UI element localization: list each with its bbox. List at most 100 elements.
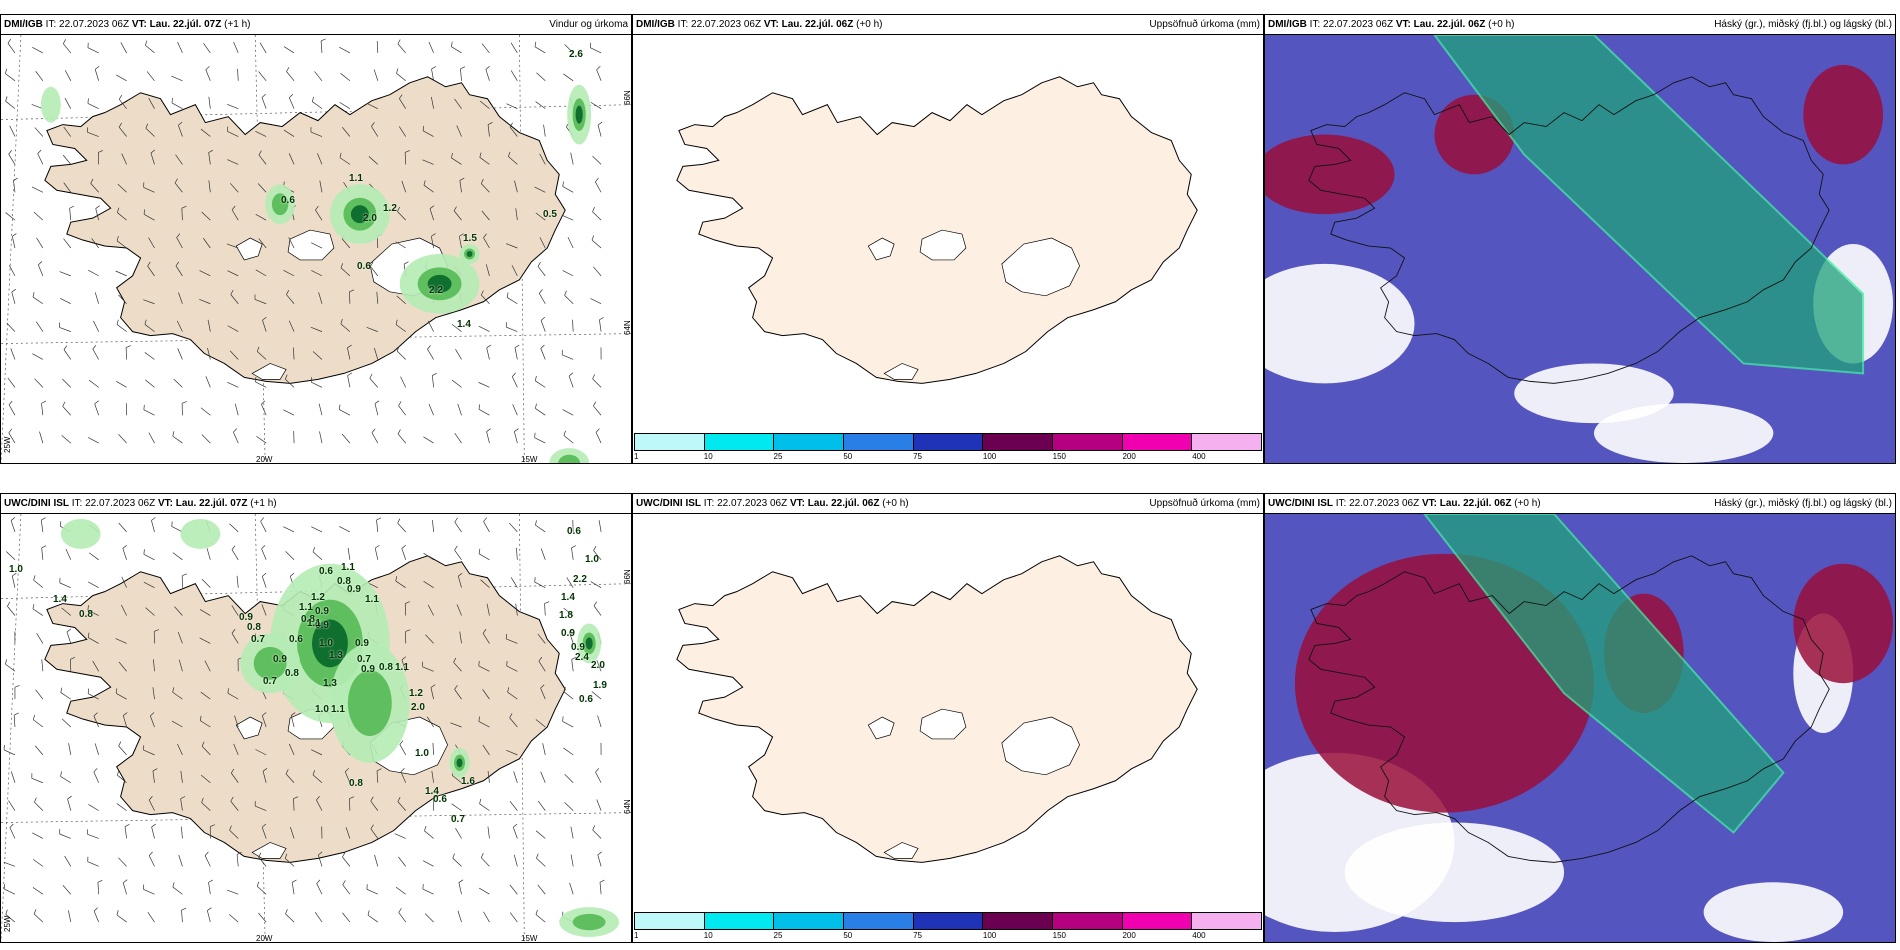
wind-barb — [590, 581, 602, 588]
map-canvas[interactable]: 2.6 1.1 0.6 2.0 0.5 1.5 0.6 2.2 1.4 1.2 66N 64N 25W 2… — [1, 35, 631, 463]
wind-barb — [597, 124, 602, 137]
wind-barb — [320, 40, 323, 53]
wind-barb — [180, 798, 183, 811]
map-canvas[interactable]: 1.0 1.4 0.8 0.6 1.1 0.8 1.2 1.1 0.9 0.9 0.8 0.9 0.8 0… — [1, 514, 631, 942]
wind-barb — [513, 854, 518, 867]
wind-barb-feather — [293, 796, 299, 799]
wind-barb — [564, 44, 574, 54]
wind-barb-feather — [563, 686, 566, 692]
wind-barb — [35, 321, 44, 332]
wind-barb-feather — [483, 233, 487, 238]
wind-barb — [236, 854, 239, 867]
wind-barb — [345, 827, 351, 839]
precip-moderate — [558, 454, 581, 463]
map-canvas[interactable] — [633, 35, 1263, 463]
wind-barb — [199, 298, 211, 305]
wind-barb — [562, 270, 574, 277]
wind-barb — [63, 126, 72, 137]
wind-barb-feather — [405, 601, 410, 604]
wind-barb — [373, 347, 379, 360]
colorbar-ticks: 1 10 25 50 75 100 150 200 400 — [634, 930, 1262, 940]
wind-barb — [35, 689, 44, 700]
wind-barb-feather — [424, 826, 427, 831]
wind-barb — [430, 687, 434, 700]
panel-run-info: DMI/IGB IT: 22.07.2023 06Z VT: Lau. 22.j… — [636, 15, 883, 34]
wind-barb — [535, 524, 546, 533]
valid-time: VT: Lau. 22.júl. 06Z — [763, 19, 854, 30]
panel-run-info: DMI/IGB IT: 22.07.2023 06Z VT: Lau. 22.j… — [1268, 15, 1515, 34]
wind-barb — [288, 237, 295, 249]
wind-barb — [6, 551, 16, 561]
wind-barb-feather — [568, 372, 574, 377]
wind-barb — [262, 320, 267, 332]
precip-value-label: 2.2 — [573, 574, 587, 585]
wind-barb — [10, 348, 16, 360]
map-canvas[interactable] — [1265, 514, 1895, 942]
wind-barb-feather — [143, 209, 146, 215]
longitude-line — [1, 35, 22, 463]
wind-barb — [174, 182, 183, 193]
wind-barb-feather — [312, 547, 316, 552]
wind-barb — [454, 521, 462, 533]
wind-barb — [31, 104, 43, 109]
wind-barb-feather — [592, 374, 595, 380]
panel-run-info: UWC/DINI ISL IT: 22.07.2023 06Z VT: Lau.… — [636, 494, 909, 513]
clear-sky-area — [1703, 882, 1844, 942]
wind-barb — [537, 800, 546, 811]
wind-barb-feather — [210, 824, 215, 827]
wind-barb — [293, 347, 295, 360]
wind-barb-feather — [13, 177, 18, 181]
colorbar-tick-label: 1 — [634, 452, 639, 461]
wind-barb — [233, 432, 239, 444]
map-canvas[interactable] — [633, 514, 1263, 942]
wind-barb — [261, 715, 267, 728]
wind-barb — [10, 771, 16, 783]
it-label: IT: — [1335, 498, 1347, 509]
wind-barb — [537, 884, 546, 895]
glacier-outline — [251, 363, 287, 380]
wind-barb — [590, 102, 602, 109]
wind-barb — [340, 323, 351, 332]
wind-barb — [208, 152, 211, 165]
wind-barb — [599, 319, 602, 332]
map-canvas[interactable] — [1265, 35, 1895, 463]
wind-barb — [342, 856, 351, 867]
wind-barb-feather — [349, 289, 355, 293]
wind-barb — [87, 103, 99, 109]
wind-barb — [596, 659, 602, 672]
wind-barb-feather — [231, 545, 236, 550]
wind-barb — [9, 125, 16, 137]
wind-barb — [62, 378, 72, 388]
wind-barb — [509, 912, 518, 923]
precip-value-label: 0.6 — [319, 566, 333, 577]
wind-barb — [254, 299, 267, 305]
wind-barb-feather — [147, 261, 151, 267]
clear-sky-area — [1593, 403, 1774, 463]
wind-barb — [172, 886, 183, 895]
precip-moderate — [572, 913, 606, 931]
wind-barb-feather — [87, 688, 90, 694]
wind-barb-feather — [122, 544, 127, 549]
wind-barb — [514, 431, 518, 444]
wind-barb — [116, 914, 127, 923]
panel-header: UWC/DINI ISL IT: 22.07.2023 06Z VT: Lau.… — [633, 494, 1263, 514]
colorbar-tick-label: 400 — [1192, 931, 1206, 940]
colorbar-swatch — [1053, 913, 1123, 929]
wind-barb — [69, 208, 72, 221]
cloud-layers — [1265, 35, 1895, 463]
wind-barb — [10, 520, 16, 533]
wind-barb — [261, 548, 267, 560]
wind-barb-feather — [338, 404, 341, 410]
precip-light — [40, 86, 61, 123]
wind-barb — [41, 659, 44, 672]
wind-barb-feather — [11, 288, 16, 293]
lead-time: (+0 h) — [1488, 19, 1515, 30]
wind-barb — [540, 771, 546, 783]
wind-barb — [506, 243, 518, 249]
wind-barb — [514, 180, 518, 193]
wind-barb — [485, 264, 490, 276]
wind-barb-feather — [236, 851, 242, 855]
wind-barb-feather — [593, 601, 598, 607]
colorbar-swatch — [913, 913, 984, 929]
wind-barb — [459, 236, 462, 249]
